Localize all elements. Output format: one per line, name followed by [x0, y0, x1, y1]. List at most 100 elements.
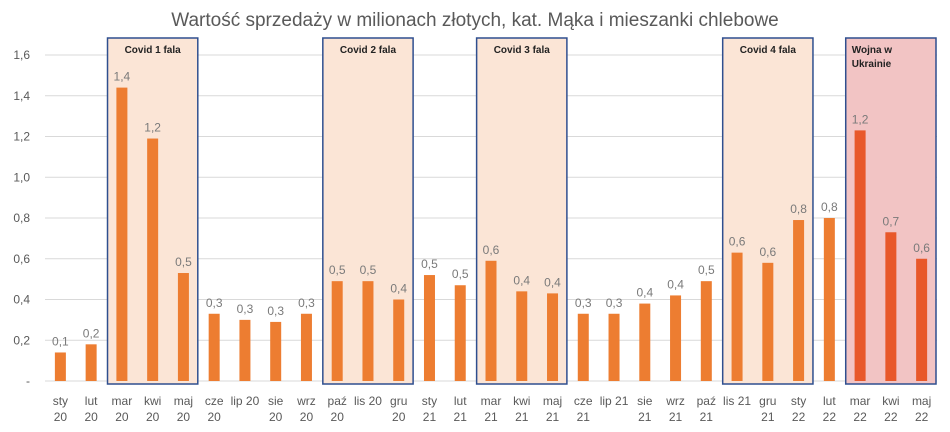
x-axis: sty 20 lut 20 mar 20 kwi 20 maj 20 cze 20 lip 20 sie 2… — [53, 394, 932, 424]
x-tick-label: sie — [268, 394, 284, 408]
x-tick-label: lut — [823, 394, 836, 408]
x-tick-year: 21 — [546, 410, 560, 424]
bar — [423, 275, 435, 381]
x-tick-label: maj — [174, 394, 193, 408]
data-label: 0,3 — [606, 296, 623, 310]
data-label: 0,4 — [390, 282, 407, 296]
bar — [147, 138, 159, 381]
x-tick-label: lis 21 — [723, 394, 751, 408]
bar — [639, 303, 651, 381]
x-tick-label: maj — [543, 394, 562, 408]
x-tick-year: 20 — [54, 410, 68, 424]
data-label: 0,3 — [575, 296, 592, 310]
data-label: 0,1 — [52, 334, 69, 348]
y-tick-label: 1,0 — [13, 170, 30, 184]
data-label: 0,4 — [513, 273, 530, 287]
y-axis: - 0,2 0,4 0,6 0,8 1,0 1,2 1,4 1,6 — [13, 48, 30, 388]
chart-title: Wartość sprzedaży w milionach złotych, k… — [171, 10, 779, 31]
x-tick-label: wrz — [296, 394, 316, 408]
period-label: Covid 3 fala — [494, 45, 551, 56]
data-label: 1,2 — [144, 121, 161, 135]
y-tick-label: 0,8 — [13, 211, 30, 225]
x-tick-label: paź — [697, 394, 716, 408]
data-label: 0,5 — [452, 267, 469, 281]
x-tick-label: paź — [328, 394, 347, 408]
x-tick-year: 20 — [331, 410, 345, 424]
x-tick-year: 21 — [638, 410, 652, 424]
x-tick-year: 21 — [484, 410, 498, 424]
bar — [885, 232, 897, 381]
data-label: 0,6 — [759, 245, 776, 259]
x-tick-label: gru — [390, 394, 407, 408]
bar — [547, 293, 559, 381]
bar — [731, 252, 743, 381]
bar — [823, 218, 835, 381]
period-label: Ukrainie — [852, 59, 892, 70]
x-tick-label: mar — [112, 394, 133, 408]
x-tick-label: sty — [791, 394, 806, 408]
bars — [54, 87, 928, 381]
bar — [670, 295, 682, 381]
data-label: 0,6 — [483, 243, 500, 257]
data-label: 1,4 — [114, 70, 131, 84]
x-tick-label: kwi — [144, 394, 161, 408]
data-label: 0,4 — [544, 275, 561, 289]
data-label: 0,3 — [237, 302, 254, 316]
bar — [762, 262, 774, 381]
bar — [916, 258, 928, 381]
x-tick-label: lip 21 — [600, 394, 629, 408]
x-tick-year: 22 — [884, 410, 898, 424]
bar — [362, 281, 374, 381]
bar — [239, 319, 251, 381]
period-label: Covid 2 fala — [340, 45, 397, 56]
period-label: Wojna w — [852, 45, 893, 56]
data-label: 0,5 — [175, 255, 192, 269]
bar — [116, 87, 128, 381]
x-tick-label: cze — [574, 394, 593, 408]
data-label: 0,3 — [267, 304, 284, 318]
bar — [393, 299, 405, 381]
y-tick-label: 1,2 — [13, 130, 30, 144]
x-tick-year: 21 — [515, 410, 529, 424]
data-label: 0,8 — [790, 202, 807, 216]
y-tick-label: - — [26, 374, 30, 388]
x-tick-label: mar — [850, 394, 871, 408]
x-tick-label: sty — [422, 394, 437, 408]
y-tick-label: 1,4 — [13, 89, 30, 103]
x-tick-label: lut — [454, 394, 467, 408]
x-tick-year: 21 — [454, 410, 468, 424]
x-tick-label: lip 20 — [231, 394, 260, 408]
data-label: 0,2 — [83, 326, 100, 340]
data-label: 0,6 — [729, 235, 746, 249]
x-tick-label: cze — [205, 394, 224, 408]
x-tick-label: maj — [912, 394, 931, 408]
x-tick-label: lut — [85, 394, 98, 408]
bar — [270, 321, 282, 381]
data-label: 0,4 — [636, 286, 653, 300]
x-tick-year: 22 — [853, 410, 867, 424]
x-tick-label: sie — [637, 394, 653, 408]
data-label: 0,3 — [298, 296, 315, 310]
bar — [793, 220, 805, 381]
data-label: 0,5 — [360, 263, 377, 277]
bar — [700, 281, 712, 381]
x-tick-label: sty — [53, 394, 68, 408]
x-tick-year: 22 — [792, 410, 806, 424]
x-tick-year: 20 — [146, 410, 160, 424]
x-tick-year: 22 — [915, 410, 929, 424]
x-tick-year: 20 — [84, 410, 98, 424]
bar — [300, 313, 312, 381]
data-label: 0,8 — [821, 200, 838, 214]
bar — [516, 291, 528, 381]
y-tick-label: 0,4 — [13, 293, 30, 307]
data-labels: 0,1 0,2 1,4 1,2 0,5 0,3 0,3 0,3 0,3 0,5 0,5 0,4 0,5 0… — [52, 70, 930, 349]
bar — [331, 281, 343, 381]
x-tick-year: 20 — [300, 410, 314, 424]
period-label: Covid 1 fala — [125, 45, 182, 56]
x-tick-year: 21 — [423, 410, 437, 424]
bar — [177, 273, 189, 381]
bar — [608, 313, 620, 381]
x-tick-year: 21 — [761, 410, 775, 424]
x-tick-label: lis 20 — [354, 394, 382, 408]
